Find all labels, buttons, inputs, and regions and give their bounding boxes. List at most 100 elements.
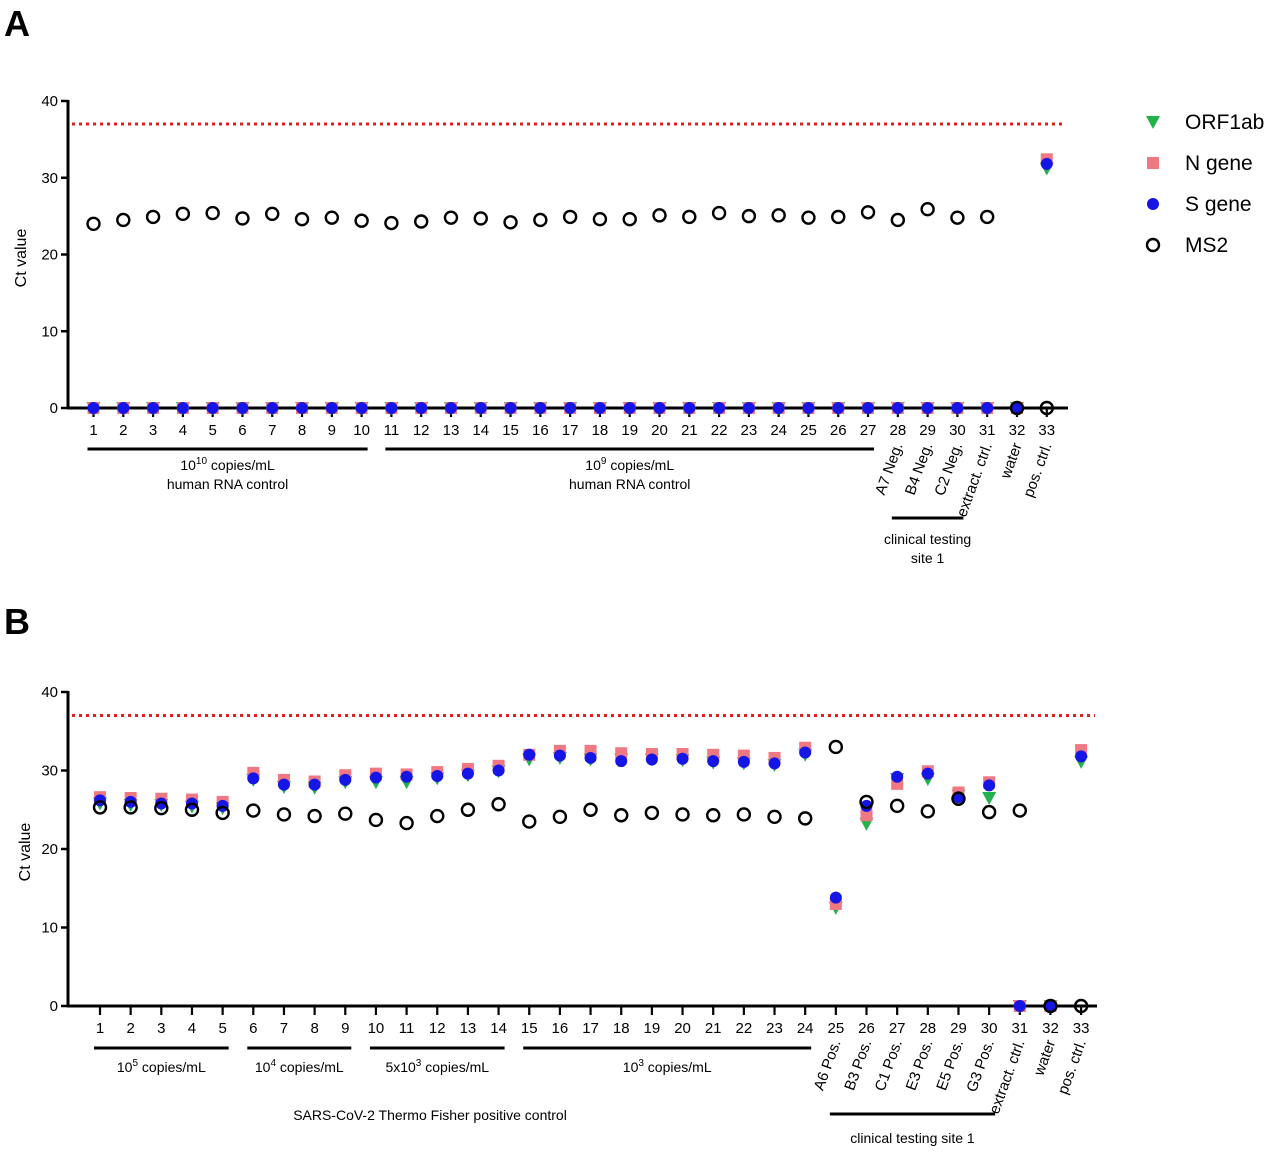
panel-b-point-ms2 [307, 808, 322, 824]
panel-a-letter: A [4, 3, 30, 44]
legend-label-orf1ab: ORF1ab [1185, 111, 1264, 134]
panel-a-point-s-gene [832, 402, 845, 414]
panel-b-point-ms2 [1012, 803, 1027, 818]
panel-a-point-s-gene [951, 402, 964, 414]
panel-a-point-s-gene [474, 402, 487, 414]
panel-a-y-tick-label: 20 [41, 247, 58, 264]
panel-a-group-label: 109 copies/mL [585, 456, 674, 473]
panel-a-x-tick-label: 14 [472, 422, 489, 439]
panel-a-point-s-gene [147, 402, 160, 414]
panel-b-point-s-gene [676, 752, 689, 765]
panel-b-point-ms2 [246, 803, 261, 818]
panel-b-point-s-gene [523, 748, 536, 761]
panel-a-point-s-gene [444, 402, 457, 414]
panel-b-x-tick-label: 14 [490, 1020, 507, 1037]
panel-a-group-label: 1010 copies/mL [180, 456, 275, 473]
panel-b-point-s-gene [1013, 1000, 1026, 1012]
panel-b-group-label: 103 copies/mL [623, 1058, 712, 1075]
panel-a-sample-label: pos. ctrl. [1020, 441, 1055, 500]
panel-b-point-s-gene [768, 757, 781, 770]
panel-a-y-tick-label: 10 [41, 323, 58, 340]
panel-a-x-tick-label: 21 [681, 422, 698, 439]
panel-a-point-ms2 [265, 206, 280, 222]
legend-label-n-gene: N gene [1185, 152, 1253, 175]
panel-a-point-s-gene [385, 402, 398, 414]
panel-b-y-axis-label: Ct value [17, 823, 34, 882]
panel-a-point-ms2 [682, 209, 697, 225]
panel-b-point-n-gene [860, 809, 873, 822]
panel-b-point-s-gene [308, 778, 321, 791]
panel-a-point-s-gene [1010, 402, 1023, 414]
panel-b-y-tick-label: 30 [41, 763, 58, 780]
panel-b-point-ms2 [123, 800, 138, 815]
panel-b-x-tick-label: 28 [919, 1020, 936, 1037]
panel-b-x-tick-label: 12 [429, 1020, 446, 1037]
panel-a-point-ms2 [443, 210, 459, 225]
panel-a-x-tick-label: 22 [711, 422, 728, 439]
panel-b-point-s-gene [492, 764, 505, 777]
panel-b-point-s-gene [615, 755, 628, 768]
panel-b-x-tick-label: 25 [827, 1020, 844, 1037]
panel-b-x-tick-label: 26 [858, 1020, 875, 1037]
panel-b-point-s-gene [461, 767, 474, 780]
panel-b-series-s-gene [94, 746, 1088, 1012]
panel-b-point-s-gene [369, 771, 382, 784]
panel-b-group-label: 5x103 copies/mL [385, 1058, 489, 1075]
panel-a-point-s-gene [742, 402, 755, 414]
panel-a-x-tick-label: 17 [562, 422, 579, 439]
panel-b-point-ms2 [859, 794, 874, 810]
panel-b-point-s-gene [339, 773, 352, 786]
panel-b-point-ms2 [644, 805, 660, 821]
panel-b-point-ms2 [338, 806, 353, 821]
panel-a-point-ms2 [413, 214, 429, 229]
panel-a-point-ms2 [562, 209, 578, 225]
panel-b-point-s-gene [799, 746, 812, 759]
panel-a-x-tick-label: 19 [621, 422, 638, 439]
panel-a-point-s-gene [623, 402, 636, 414]
panel-a-point-ms2 [1009, 400, 1025, 416]
panel-a-point-ms2 [384, 215, 399, 231]
panel-a-point-s-gene [236, 402, 249, 414]
panel-a-series-s-gene [87, 157, 1053, 414]
panel-a-sample-label: B4 Neg. [902, 441, 937, 498]
panel-b-x-tick-label: 3 [157, 1020, 165, 1037]
panel-b-point-ms2 [614, 808, 629, 823]
panel-a-x-tick-label: 3 [149, 422, 157, 439]
panel-a-y-axis-label: Ct value [13, 229, 30, 288]
panel-a-point-ms2 [890, 212, 906, 228]
panel-a-x-tick-label: 32 [1009, 422, 1026, 439]
panel-b-point-s-gene [400, 770, 413, 783]
panel-b-point-ms2 [399, 815, 414, 831]
panel-b-x-tick-label: 24 [797, 1020, 814, 1037]
panel-a-x-tick-label: 1 [89, 422, 97, 439]
panel-b-point-ms2 [522, 814, 537, 829]
panel-b-point-ms2 [92, 800, 108, 815]
panel-b-point-ms2 [583, 802, 598, 817]
panel-a-point-s-gene [772, 402, 785, 414]
panel-a-point-s-gene [862, 402, 875, 414]
panel-b-x-tick-label: 9 [341, 1020, 349, 1037]
panel-b-x-tick-label: 29 [950, 1020, 967, 1037]
panel-b-x-tick-label: 11 [399, 1020, 415, 1037]
panel-b-x-tick-label: 5 [218, 1020, 226, 1037]
panel-b-letter: B [4, 601, 30, 642]
panel-a-x-tick-label: 20 [651, 422, 668, 439]
panel-a-point-s-gene [266, 402, 279, 414]
panel-a-point-s-gene [683, 402, 696, 414]
panel-b-point-s-gene [277, 778, 290, 791]
panel-a-point-ms2 [920, 202, 935, 217]
panel-a-y-tick-label: 0 [50, 400, 58, 417]
panel-a-point-ms2 [860, 205, 876, 220]
panel-b-point-s-gene [921, 767, 934, 780]
panel-b-x-tick-label: 13 [460, 1020, 477, 1037]
panel-b-point-ms2 [184, 802, 200, 817]
panel-b-x-tick-label: 15 [521, 1020, 538, 1037]
panel-a-point-s-gene [534, 402, 547, 414]
panel-b-point-s-gene [247, 772, 260, 785]
panel-a-x-tick-label: 18 [592, 422, 609, 439]
panel-a-group-label-line2: site 1 [911, 550, 945, 566]
panel-a-point-s-gene [176, 402, 189, 414]
panel-b-point-ms2 [215, 805, 230, 821]
panel-a-point-ms2 [592, 211, 608, 227]
